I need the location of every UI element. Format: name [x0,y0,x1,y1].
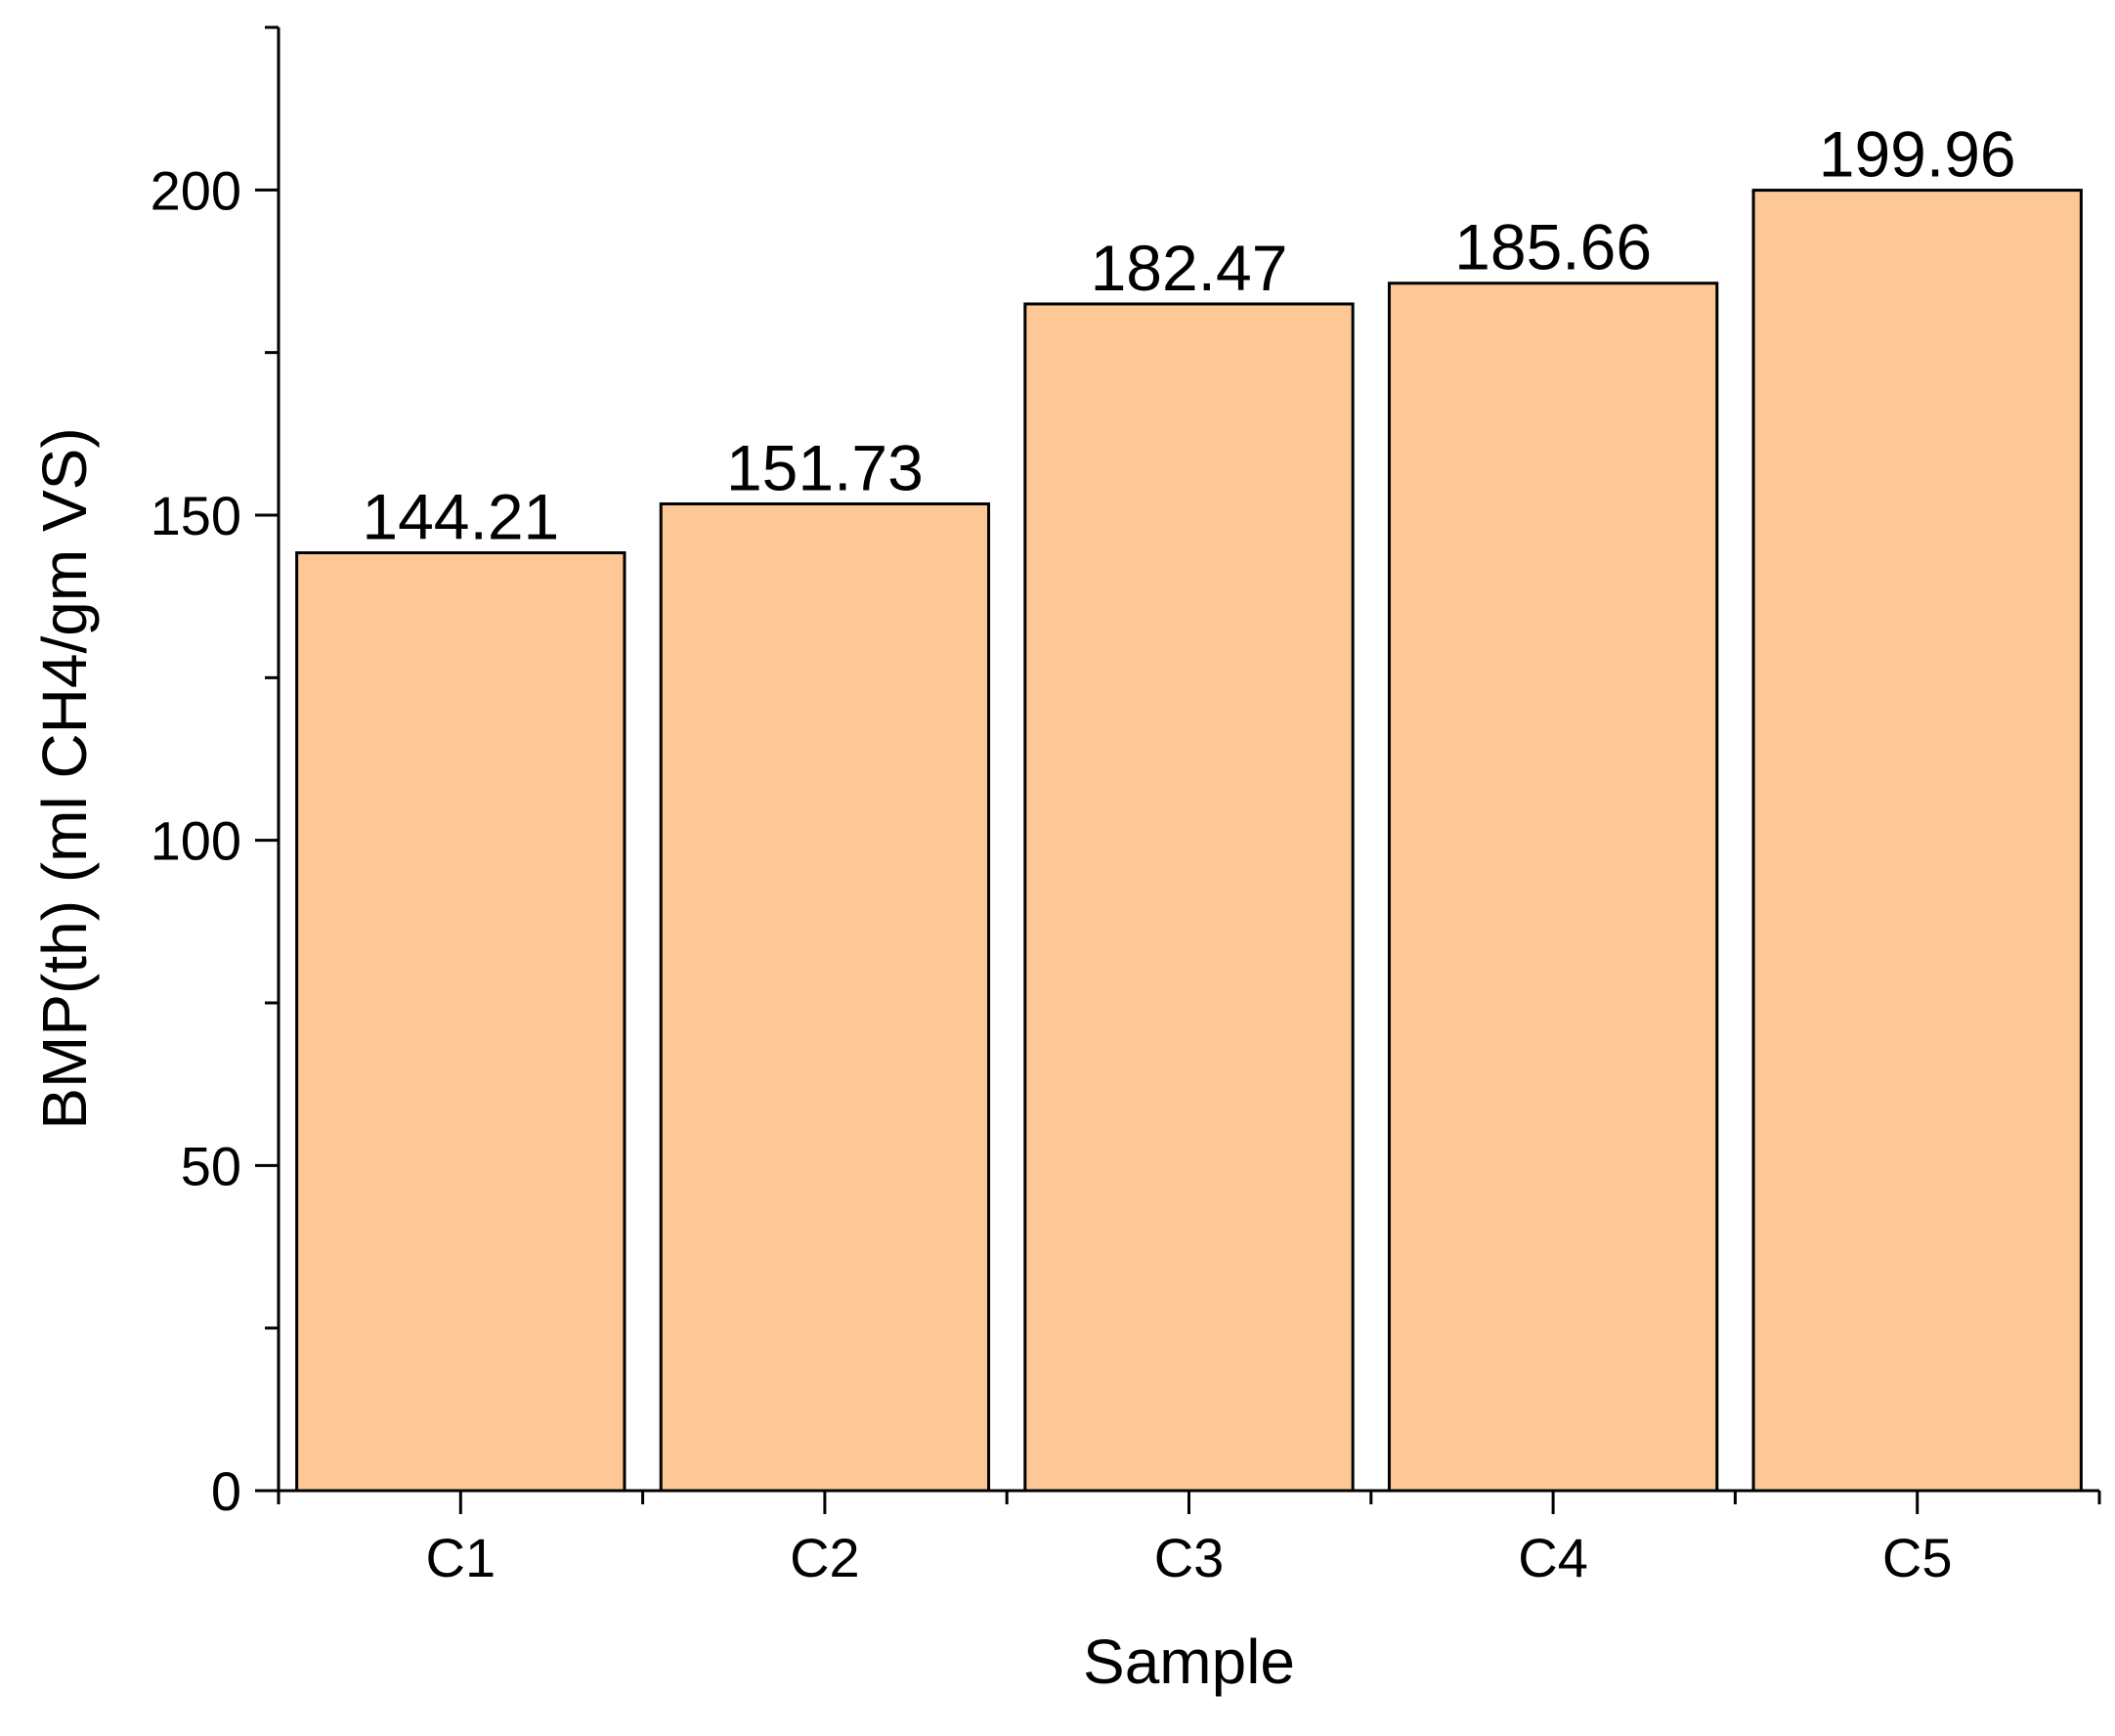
bar-c4 [1387,282,1719,1493]
x-tick-label-c2: C2 [790,1527,860,1588]
data-label-c3: 182.47 [1091,232,1288,304]
x-tick-label-c5: C5 [1882,1527,1953,1588]
bar-c2 [659,501,991,1493]
bar-c3 [1023,302,1355,1493]
data-label-c2: 151.73 [726,431,924,503]
y-tick-label-100: 100 [151,810,241,872]
x-tick-label-c3: C3 [1154,1527,1225,1588]
data-label-c1: 144.21 [362,481,559,553]
y-tick-label-150: 150 [151,485,241,546]
data-label-c4: 185.66 [1454,211,1652,283]
x-tick-label-c4: C4 [1518,1527,1588,1588]
axes-layer: C1 C2 C3 C4 C5 0 50 100 150 200 [151,25,2101,1588]
y-axis-label: BMP(th) (ml CH4/gm VS) [29,427,100,1129]
data-label-c5: 199.96 [1819,118,2016,191]
bar-c1 [295,551,626,1493]
y-tick-label-0: 0 [211,1460,241,1522]
y-tick-label-50: 50 [181,1135,241,1196]
labels-layer: 144.21 151.73 182.47 185.66 199.96 [362,118,2015,553]
x-axis-label: Sample [1083,1627,1295,1697]
x-tick-label-c1: C1 [426,1527,496,1588]
bar-c5 [1751,189,2083,1493]
bars-layer [295,189,2083,1493]
y-tick-label-200: 200 [151,159,241,221]
